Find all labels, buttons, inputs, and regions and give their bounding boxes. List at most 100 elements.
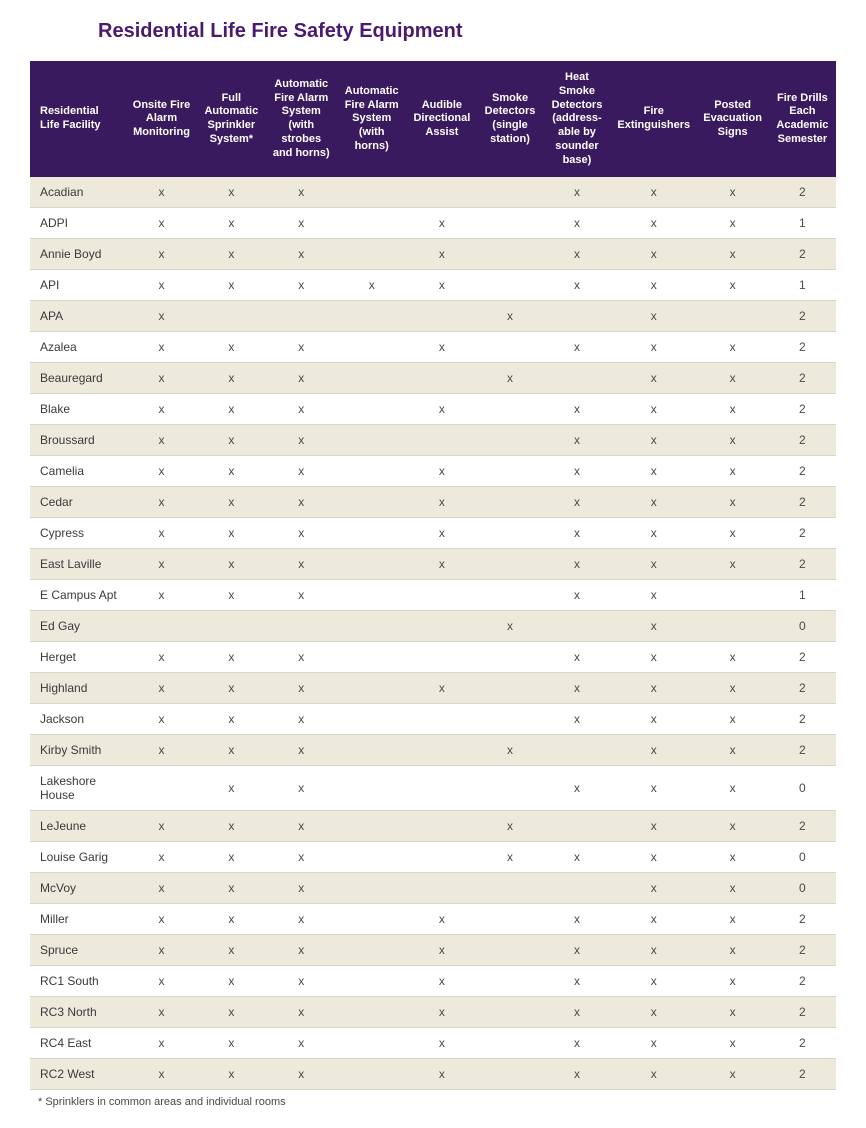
equipment-cell — [266, 611, 337, 642]
equipment-cell: x — [197, 239, 266, 270]
fire-safety-table: Residential Life FacilityOnsite Fire Ala… — [30, 61, 836, 1090]
equipment-cell: x — [407, 487, 478, 518]
table-row: Acadianxxxxxx2 — [30, 177, 836, 208]
equipment-cell: x — [126, 301, 197, 332]
equipment-cell: x — [266, 673, 337, 704]
equipment-cell: x — [197, 549, 266, 580]
equipment-cell — [407, 873, 478, 904]
facility-name: Cedar — [30, 487, 126, 518]
equipment-cell — [407, 704, 478, 735]
equipment-cell — [337, 177, 407, 208]
table-row: E Campus Aptxxxxx1 — [30, 580, 836, 611]
drills-cell: 2 — [769, 811, 836, 842]
equipment-cell — [197, 301, 266, 332]
equipment-cell: x — [696, 935, 768, 966]
equipment-cell: x — [611, 425, 696, 456]
equipment-cell: x — [266, 549, 337, 580]
equipment-cell — [477, 966, 543, 997]
equipment-cell: x — [407, 935, 478, 966]
column-header: Residential Life Facility — [30, 61, 126, 177]
equipment-cell: x — [126, 935, 197, 966]
equipment-cell: x — [197, 997, 266, 1028]
equipment-cell: x — [266, 580, 337, 611]
drills-cell: 2 — [769, 239, 836, 270]
facility-name: Camelia — [30, 456, 126, 487]
equipment-cell: x — [611, 177, 696, 208]
equipment-cell: x — [126, 904, 197, 935]
column-header: Smoke Detectors (single station) — [477, 61, 543, 177]
equipment-cell: x — [696, 766, 768, 811]
equipment-cell: x — [266, 239, 337, 270]
equipment-cell — [407, 766, 478, 811]
equipment-cell: x — [696, 549, 768, 580]
equipment-cell — [337, 425, 407, 456]
equipment-cell: x — [696, 208, 768, 239]
equipment-cell — [477, 1059, 543, 1090]
facility-name: Ed Gay — [30, 611, 126, 642]
drills-cell: 2 — [769, 673, 836, 704]
equipment-cell: x — [543, 177, 611, 208]
equipment-cell — [266, 301, 337, 332]
drills-cell: 2 — [769, 332, 836, 363]
table-row: Annie Boydxxxxxxx2 — [30, 239, 836, 270]
facility-name: Lakeshore House — [30, 766, 126, 811]
equipment-cell: x — [266, 177, 337, 208]
equipment-cell — [337, 873, 407, 904]
equipment-cell: x — [407, 239, 478, 270]
equipment-cell: x — [266, 766, 337, 811]
equipment-cell — [337, 673, 407, 704]
equipment-cell — [477, 549, 543, 580]
equipment-cell: x — [696, 518, 768, 549]
equipment-cell — [543, 363, 611, 394]
equipment-cell: x — [126, 1059, 197, 1090]
equipment-cell — [477, 873, 543, 904]
equipment-cell — [337, 518, 407, 549]
equipment-cell: x — [126, 580, 197, 611]
equipment-cell: x — [126, 1028, 197, 1059]
equipment-cell: x — [197, 394, 266, 425]
equipment-cell: x — [126, 425, 197, 456]
equipment-cell: x — [266, 904, 337, 935]
equipment-cell: x — [197, 270, 266, 301]
equipment-cell: x — [543, 487, 611, 518]
facility-name: RC3 North — [30, 997, 126, 1028]
drills-cell: 2 — [769, 549, 836, 580]
drills-cell: 2 — [769, 394, 836, 425]
equipment-cell — [337, 842, 407, 873]
equipment-cell: x — [543, 456, 611, 487]
equipment-cell: x — [407, 270, 478, 301]
equipment-cell — [337, 611, 407, 642]
equipment-cell: x — [266, 735, 337, 766]
equipment-cell: x — [611, 487, 696, 518]
equipment-cell: x — [611, 456, 696, 487]
equipment-cell: x — [543, 673, 611, 704]
facility-name: Beauregard — [30, 363, 126, 394]
equipment-cell: x — [197, 425, 266, 456]
equipment-cell — [477, 673, 543, 704]
drills-cell: 2 — [769, 1059, 836, 1090]
equipment-cell: x — [407, 456, 478, 487]
equipment-cell: x — [543, 766, 611, 811]
equipment-cell: x — [407, 1059, 478, 1090]
equipment-cell: x — [611, 935, 696, 966]
equipment-cell: x — [266, 935, 337, 966]
equipment-cell: x — [696, 904, 768, 935]
equipment-cell: x — [407, 904, 478, 935]
table-row: LeJeunexxxxxx2 — [30, 811, 836, 842]
facility-name: East Laville — [30, 549, 126, 580]
column-header: Full Automatic Sprinkler System* — [197, 61, 266, 177]
equipment-cell — [337, 966, 407, 997]
table-row: Jacksonxxxxxx2 — [30, 704, 836, 735]
equipment-cell: x — [543, 270, 611, 301]
drills-cell: 0 — [769, 611, 836, 642]
equipment-cell — [696, 611, 768, 642]
equipment-cell: x — [611, 766, 696, 811]
equipment-cell: x — [126, 239, 197, 270]
equipment-cell: x — [197, 580, 266, 611]
equipment-cell: x — [407, 394, 478, 425]
equipment-cell — [337, 394, 407, 425]
equipment-cell: x — [197, 456, 266, 487]
table-row: Millerxxxxxxx2 — [30, 904, 836, 935]
equipment-cell — [337, 301, 407, 332]
equipment-cell: x — [126, 518, 197, 549]
